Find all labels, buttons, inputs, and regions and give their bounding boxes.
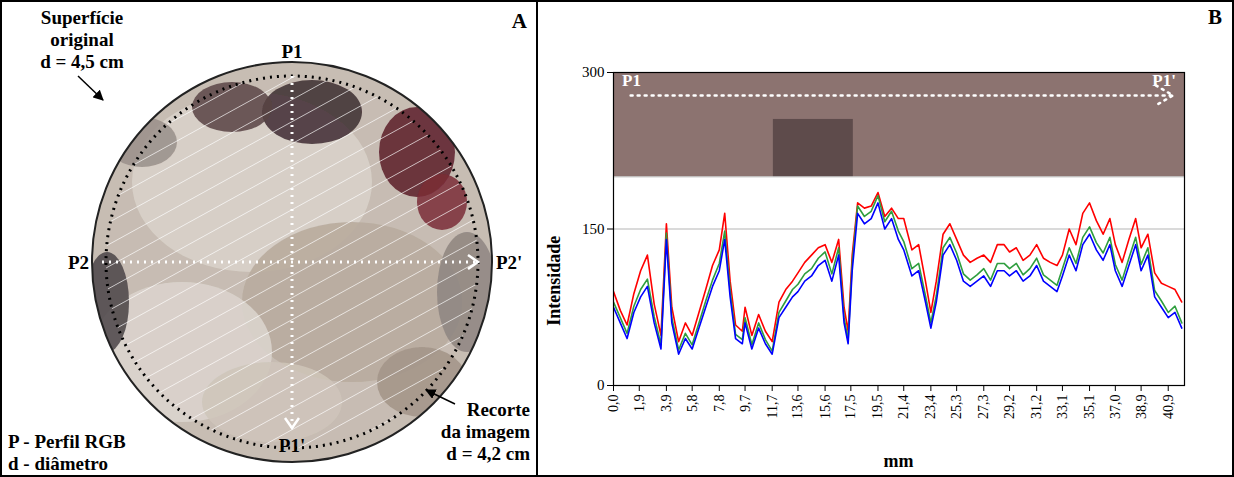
svg-text:0,0: 0,0 bbox=[606, 395, 621, 413]
svg-text:d = 4,5 cm: d = 4,5 cm bbox=[40, 51, 124, 72]
svg-text:d - diâmetro: d - diâmetro bbox=[8, 453, 108, 474]
svg-text:P1': P1' bbox=[279, 435, 305, 456]
svg-text:Intensidade: Intensidade bbox=[544, 236, 564, 326]
svg-text:13,6: 13,6 bbox=[790, 395, 805, 420]
svg-text:7,8: 7,8 bbox=[712, 395, 727, 413]
svg-text:A: A bbox=[512, 9, 528, 33]
svg-text:300: 300 bbox=[582, 64, 605, 80]
svg-text:P1: P1 bbox=[622, 71, 641, 90]
svg-text:mm: mm bbox=[884, 451, 914, 471]
svg-text:1,9: 1,9 bbox=[632, 395, 647, 413]
svg-text:27,3: 27,3 bbox=[976, 395, 991, 420]
svg-text:37,0: 37,0 bbox=[1108, 395, 1123, 420]
svg-text:0: 0 bbox=[597, 377, 605, 393]
svg-text:9,7: 9,7 bbox=[738, 395, 753, 413]
svg-text:21,4: 21,4 bbox=[896, 395, 911, 420]
svg-text:150: 150 bbox=[582, 221, 605, 237]
svg-text:P1: P1 bbox=[281, 41, 302, 62]
svg-text:38,9: 38,9 bbox=[1134, 395, 1149, 420]
svg-text:B: B bbox=[1208, 5, 1222, 29]
svg-text:P - Perfil RGB: P - Perfil RGB bbox=[8, 431, 126, 452]
svg-text:31,2: 31,2 bbox=[1029, 395, 1044, 420]
svg-text:19,5: 19,5 bbox=[870, 395, 885, 420]
svg-text:29,2: 29,2 bbox=[1002, 395, 1017, 420]
svg-text:25,3: 25,3 bbox=[949, 395, 964, 420]
svg-text:P2': P2' bbox=[496, 252, 522, 273]
svg-text:40,9: 40,9 bbox=[1161, 395, 1176, 420]
svg-text:17,5: 17,5 bbox=[843, 395, 858, 420]
svg-text:5,8: 5,8 bbox=[685, 395, 700, 413]
svg-text:3,9: 3,9 bbox=[659, 395, 674, 413]
svg-text:da imagem: da imagem bbox=[441, 421, 530, 442]
svg-text:35,1: 35,1 bbox=[1082, 395, 1097, 420]
svg-text:33,1: 33,1 bbox=[1055, 395, 1070, 420]
svg-text:15,6: 15,6 bbox=[818, 395, 833, 420]
svg-text:original: original bbox=[50, 29, 113, 50]
svg-text:P2: P2 bbox=[68, 252, 89, 273]
svg-text:Recorte: Recorte bbox=[467, 399, 530, 420]
svg-text:23,4: 23,4 bbox=[923, 395, 938, 420]
svg-text:Superfície: Superfície bbox=[41, 7, 123, 28]
svg-text:11,7: 11,7 bbox=[765, 395, 780, 419]
svg-text:P1': P1' bbox=[1152, 71, 1176, 90]
svg-text:d = 4,2 cm: d = 4,2 cm bbox=[446, 443, 530, 464]
